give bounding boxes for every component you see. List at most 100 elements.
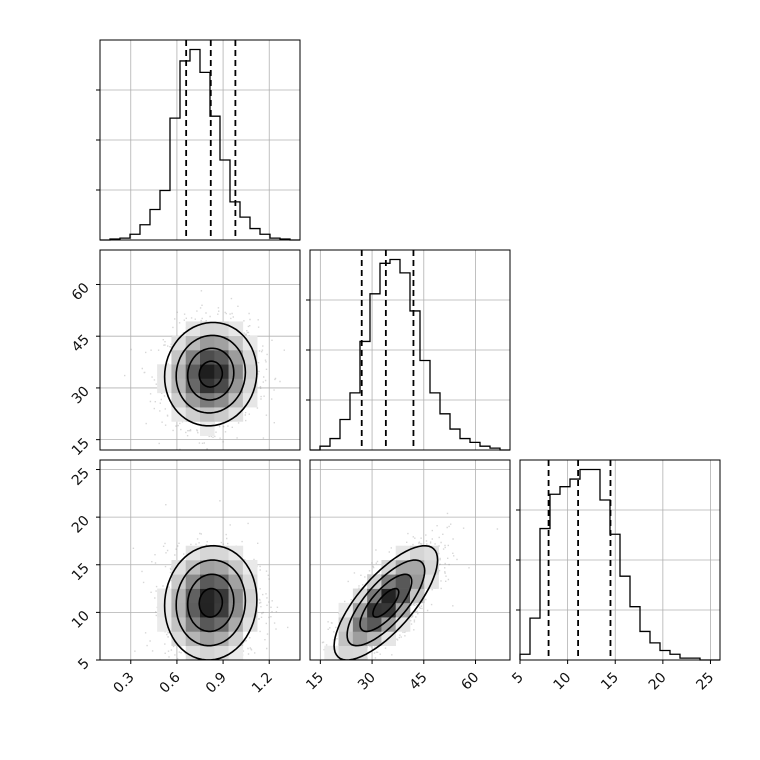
- x-tick-label-p3: 25: [693, 670, 717, 694]
- density-cell: [395, 560, 411, 575]
- density-cell: [242, 602, 258, 618]
- panel-content: [310, 460, 510, 660]
- contour-line: [333, 545, 439, 660]
- y-tick-label-p2: 15: [69, 435, 93, 459]
- axes-frame: [309, 459, 511, 661]
- density-cell: [200, 364, 215, 379]
- x-tick-label-p1: 0.9: [203, 670, 230, 697]
- density-cell: [228, 335, 244, 351]
- density-cell: [200, 574, 215, 589]
- y-tick-label-p2: 30: [69, 383, 93, 407]
- density-cell: [228, 588, 244, 604]
- y-tick-label-p3: 5: [75, 656, 93, 674]
- density-cell: [228, 617, 244, 632]
- density-cell: [157, 588, 172, 604]
- x-tick-label-p3: 5: [509, 670, 527, 688]
- x-tick-label-p3: 10: [551, 670, 575, 694]
- density-cell: [228, 364, 244, 379]
- axes-frame: [99, 459, 301, 661]
- x-tick-label-p1: 0.6: [157, 669, 184, 696]
- density-cell: [200, 617, 215, 632]
- histogram-panel-p3: [516, 459, 721, 661]
- density-cell: [367, 602, 382, 618]
- contour-line: [163, 545, 258, 660]
- density-cell: [185, 335, 201, 351]
- density-cell: [395, 574, 411, 589]
- density-cell: [185, 617, 201, 632]
- density-cell: [424, 545, 439, 561]
- y-tick-label-p3: 15: [69, 560, 93, 584]
- density-panel-p1-p2: [99, 249, 301, 451]
- panel-content: [100, 460, 300, 660]
- y-tick-label-p2: 45: [69, 332, 93, 356]
- density-cell: [214, 407, 229, 422]
- density-cell: [228, 645, 244, 660]
- x-tick-label-p3: 15: [598, 670, 622, 694]
- density-cell: [185, 574, 201, 589]
- y-tick-label-p3: 10: [69, 608, 93, 632]
- density-cell: [214, 392, 229, 408]
- density-cell: [214, 545, 229, 561]
- density-cell: [200, 335, 215, 351]
- density-cell: [200, 560, 215, 575]
- contour-line: [198, 360, 224, 388]
- contour-line: [175, 334, 247, 414]
- density-cell: [352, 631, 368, 647]
- density-cell: [200, 645, 215, 660]
- density-cell: [381, 588, 397, 604]
- density-cell: [171, 407, 187, 422]
- histogram-p2: [310, 258, 510, 451]
- contour-line: [359, 573, 413, 633]
- density-cell: [157, 378, 172, 394]
- x-tick-label-p2: 15: [303, 670, 327, 694]
- contour-line: [372, 587, 400, 618]
- panel-content: [100, 250, 300, 450]
- x-tick-label-p2: 45: [407, 670, 431, 694]
- histogram-p3: [519, 468, 720, 661]
- y-tick-label-p3: 20: [69, 513, 93, 537]
- contour-line: [186, 573, 235, 633]
- density-cell: [214, 378, 229, 394]
- contour-line: [163, 321, 258, 427]
- axes-frame: [99, 39, 301, 241]
- axes-frame: [99, 249, 301, 451]
- density-cell: [200, 588, 215, 604]
- contour-line: [175, 559, 247, 647]
- x-tick-label-p1: 1.2: [249, 670, 276, 697]
- density-cell: [410, 560, 425, 575]
- density-cell: [242, 588, 258, 604]
- density-cell: [171, 560, 187, 575]
- density-cell: [410, 545, 425, 561]
- density-cell: [200, 321, 215, 337]
- x-tick-label-p2: 60: [458, 670, 482, 694]
- contour-line: [346, 559, 426, 647]
- density-cell: [171, 602, 187, 618]
- axes-frame: [519, 459, 721, 661]
- density-cell: [381, 560, 397, 575]
- density-cell: [185, 545, 201, 561]
- density-cell: [324, 645, 339, 660]
- density-cell: [200, 407, 215, 422]
- density-cell: [171, 378, 187, 394]
- density-cell: [171, 335, 187, 351]
- density-cell: [214, 335, 229, 351]
- histogram-panel-p2: [306, 249, 511, 451]
- density-cell: [352, 602, 368, 618]
- y-tick-label-p3: 25: [69, 465, 93, 489]
- histogram-p1: [100, 48, 300, 241]
- density-cell: [171, 364, 187, 379]
- axes-frame: [309, 249, 511, 451]
- density-cell: [228, 350, 244, 365]
- density-cell: [171, 588, 187, 604]
- density-cell: [214, 617, 229, 632]
- density-cell: [242, 364, 258, 379]
- density-panel-p1-p3: [99, 459, 301, 661]
- x-tick-label-p3: 20: [646, 670, 670, 694]
- x-tick-label-p1: 0.3: [111, 670, 138, 697]
- density-cell: [214, 574, 229, 589]
- density-panel-p2-p3: [309, 459, 511, 661]
- density-cell: [381, 617, 397, 632]
- density-cell: [185, 392, 201, 408]
- y-tick-label-p2: 60: [69, 280, 93, 304]
